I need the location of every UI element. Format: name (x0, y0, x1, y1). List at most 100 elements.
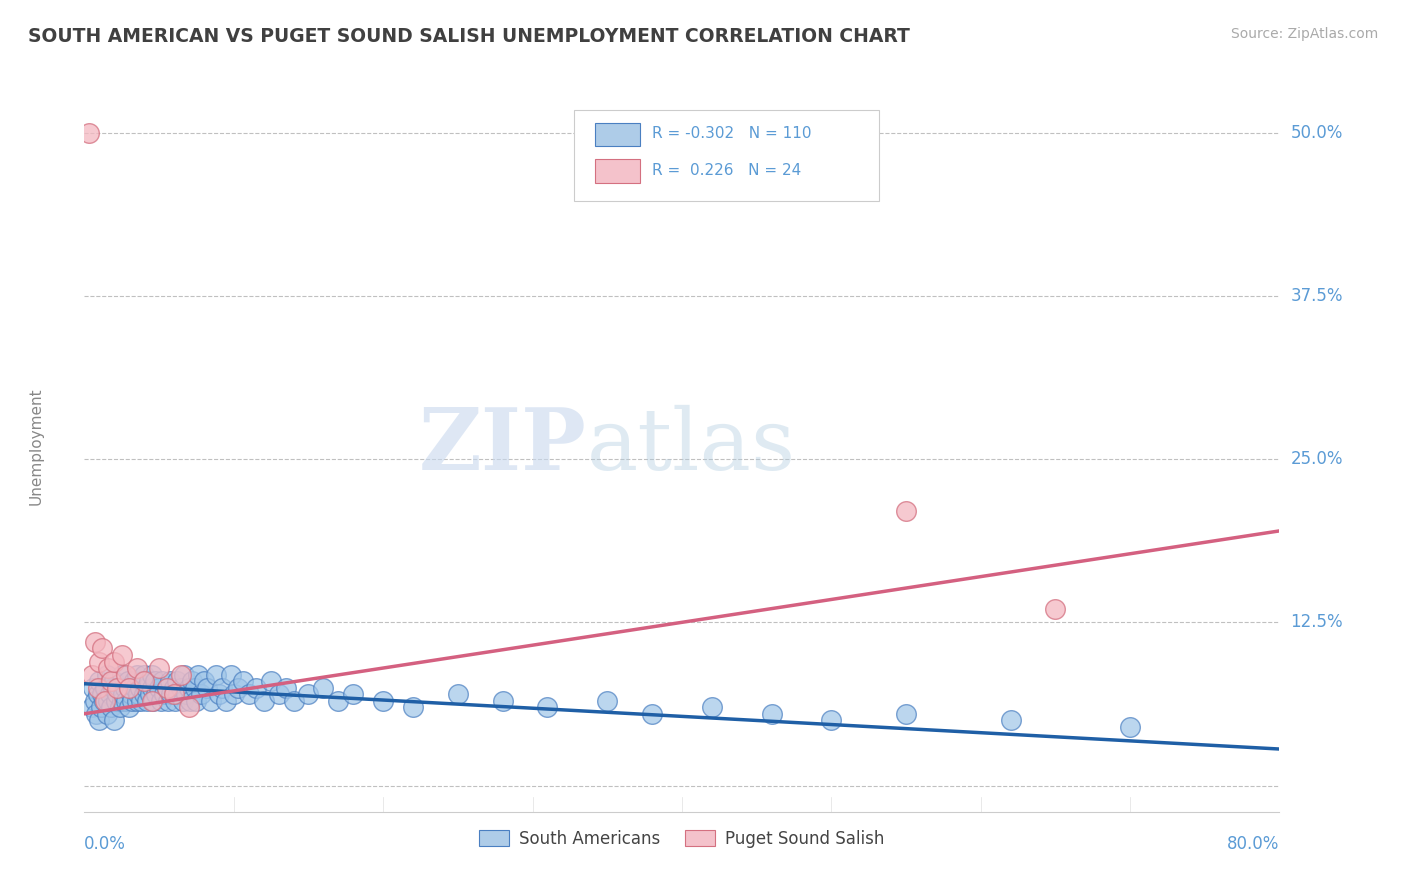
Point (170, 667, 193, 681)
Point (536, 700, 558, 714)
Point (761, 706, 783, 721)
Point (97, 661, 120, 675)
Point (141, 667, 163, 681)
Text: ZIP: ZIP (419, 404, 586, 488)
Point (115, 667, 138, 681)
Point (148, 661, 170, 675)
Point (87, 681, 110, 695)
Point (83, 694, 105, 708)
Point (174, 687, 197, 701)
Point (260, 674, 283, 689)
Point (125, 694, 148, 708)
Point (129, 694, 152, 708)
Point (94, 681, 117, 695)
Point (97, 694, 120, 708)
Point (177, 700, 200, 714)
Point (91, 687, 114, 701)
Point (93, 694, 115, 708)
Point (820, 714, 842, 728)
Point (245, 681, 267, 695)
Point (112, 687, 135, 701)
Text: SOUTH AMERICAN VS PUGET SOUND SALISH UNEMPLOYMENT CORRELATION CHART: SOUTH AMERICAN VS PUGET SOUND SALISH UNE… (28, 27, 910, 45)
Point (447, 687, 470, 701)
Point (121, 694, 143, 708)
Point (1119, 720, 1142, 734)
FancyBboxPatch shape (595, 123, 640, 146)
Point (117, 674, 139, 689)
Point (136, 694, 159, 708)
Point (82, 681, 104, 695)
Text: 12.5%: 12.5% (1291, 614, 1343, 632)
Point (402, 700, 425, 714)
Point (90, 700, 112, 714)
Point (160, 687, 183, 701)
Point (195, 681, 218, 695)
Point (98, 687, 121, 701)
Point (141, 694, 163, 708)
Point (127, 687, 149, 701)
Point (103, 714, 125, 728)
Point (226, 681, 249, 695)
Point (267, 687, 290, 701)
Point (173, 667, 195, 681)
Point (101, 681, 124, 695)
Point (89, 714, 111, 728)
Point (186, 694, 208, 708)
Point (145, 687, 167, 701)
Point (103, 674, 125, 689)
Point (208, 687, 231, 701)
Point (100, 674, 122, 689)
Point (167, 687, 190, 701)
Point (143, 674, 166, 689)
Point (219, 667, 242, 681)
Point (163, 681, 186, 695)
Point (328, 694, 350, 708)
Point (124, 681, 146, 695)
Point (77, 126, 100, 140)
Point (96, 706, 118, 721)
Point (177, 681, 200, 695)
Point (118, 681, 141, 695)
Point (222, 687, 245, 701)
Point (111, 694, 134, 708)
Point (215, 694, 238, 708)
Point (91, 641, 114, 656)
Point (125, 661, 148, 675)
Point (170, 681, 193, 695)
Point (100, 700, 122, 714)
Point (148, 681, 170, 695)
Text: R = -0.302   N = 110: R = -0.302 N = 110 (652, 126, 811, 141)
Point (187, 667, 209, 681)
Point (141, 681, 163, 695)
Point (128, 681, 150, 695)
Point (163, 687, 186, 701)
Point (181, 674, 204, 689)
Point (118, 681, 141, 695)
FancyBboxPatch shape (595, 160, 640, 183)
Point (135, 681, 157, 695)
Text: Source: ZipAtlas.com: Source: ZipAtlas.com (1230, 27, 1378, 41)
Point (122, 674, 145, 689)
Point (179, 694, 201, 708)
FancyBboxPatch shape (575, 110, 879, 201)
Text: R =  0.226   N = 24: R = 0.226 N = 24 (652, 162, 801, 178)
Point (172, 694, 194, 708)
Point (110, 700, 132, 714)
Point (80, 700, 103, 714)
Point (83, 635, 105, 649)
Text: Unemployment: Unemployment (30, 387, 44, 505)
Point (1045, 602, 1067, 616)
Point (132, 674, 156, 689)
Point (149, 694, 172, 708)
Point (152, 687, 174, 701)
Text: 50.0%: 50.0% (1291, 123, 1343, 142)
Point (89, 674, 111, 689)
Point (87, 687, 110, 701)
Point (105, 681, 128, 695)
Point (297, 687, 319, 701)
Point (155, 681, 177, 695)
Point (159, 674, 181, 689)
Point (111, 648, 134, 662)
Point (115, 694, 138, 708)
Point (641, 706, 664, 721)
